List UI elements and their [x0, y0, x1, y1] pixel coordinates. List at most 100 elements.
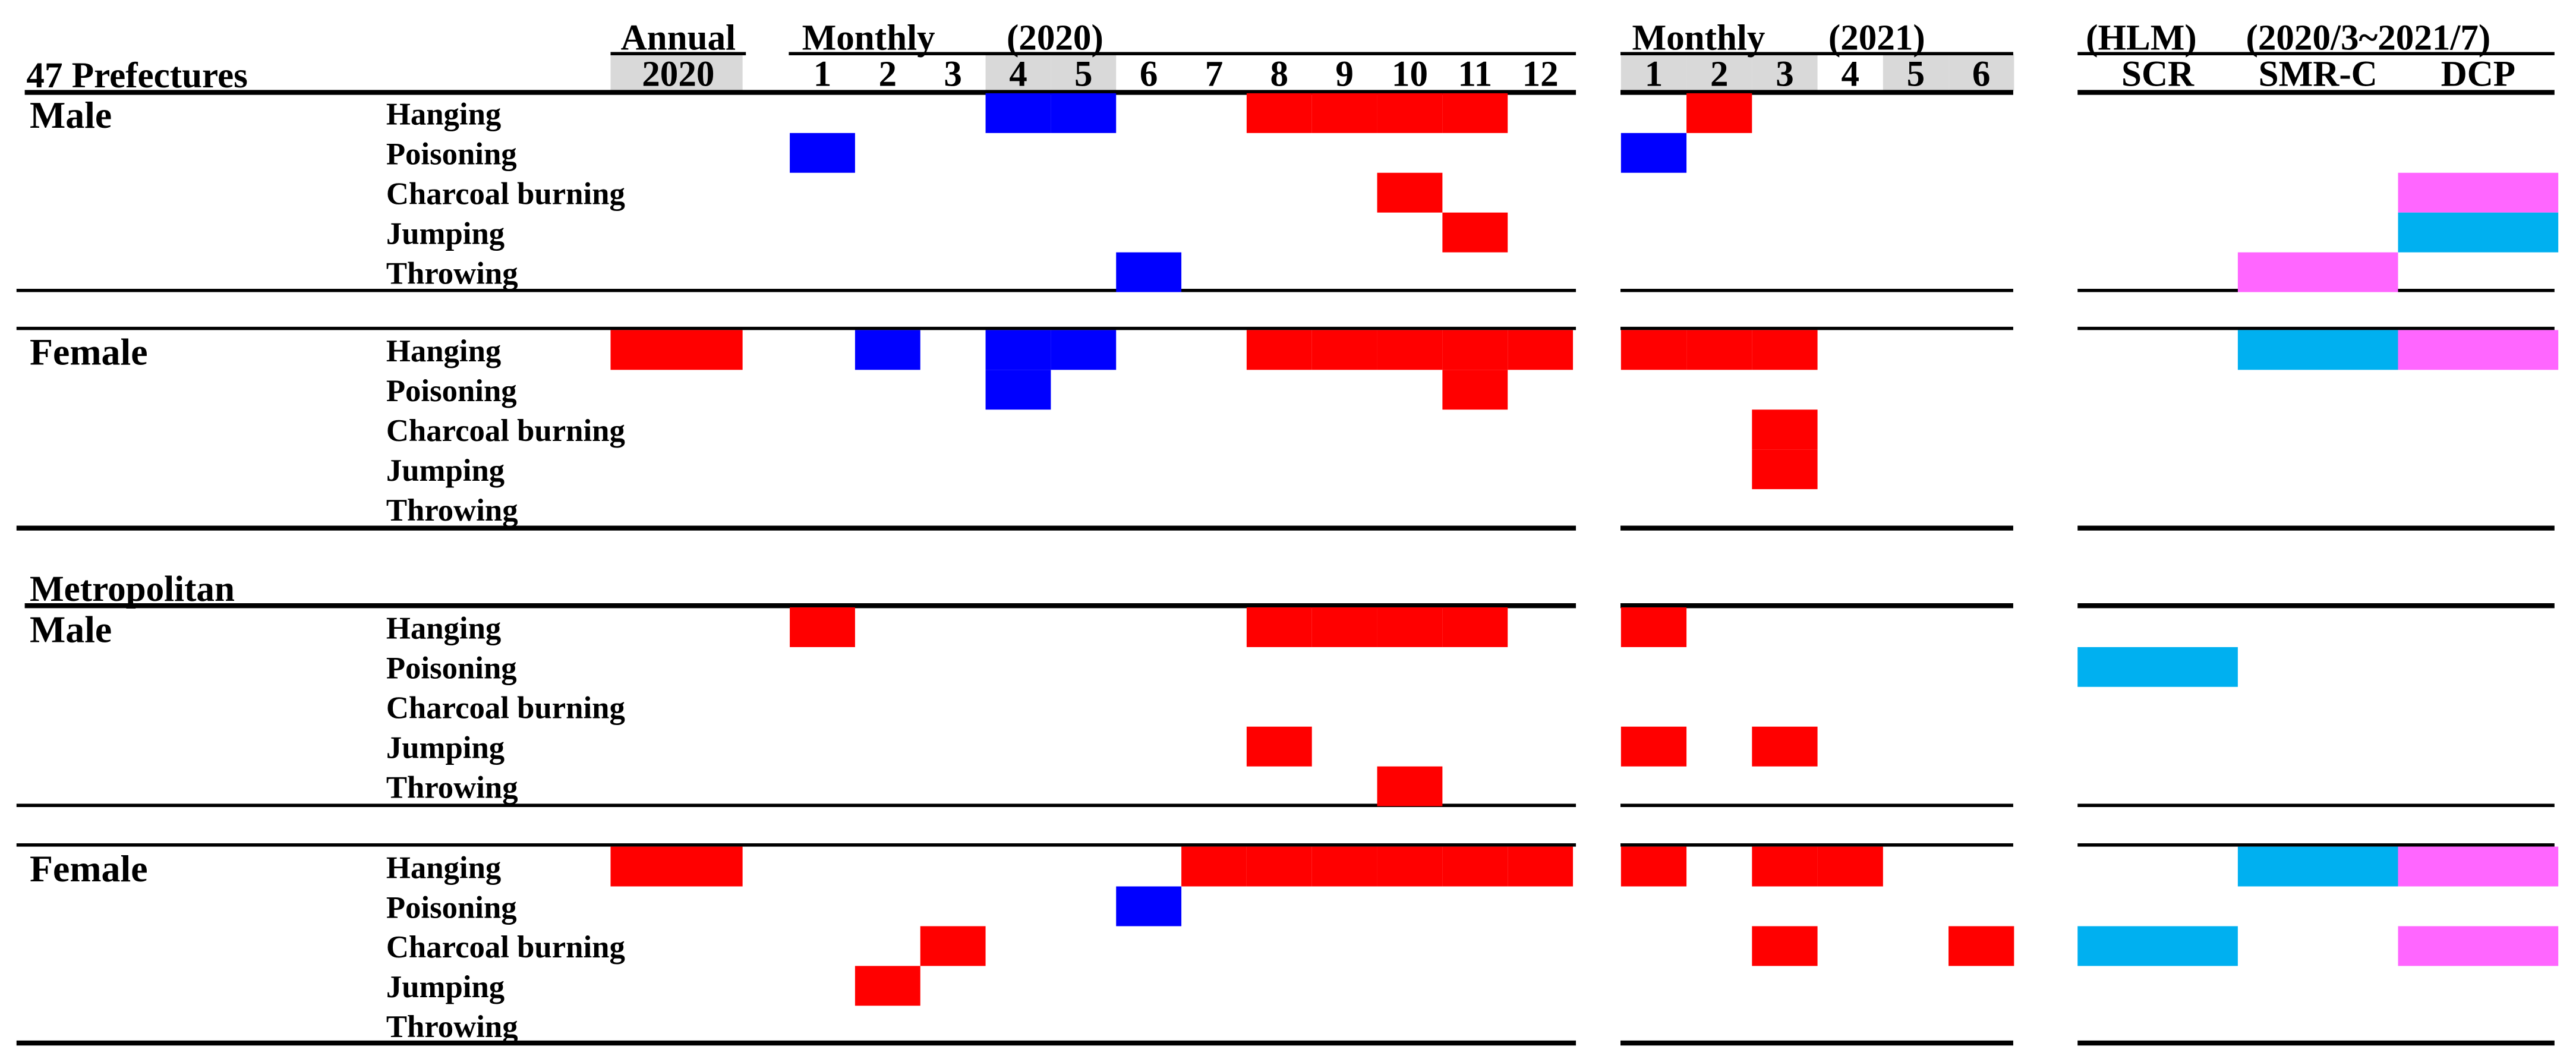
annual-header-shade: [610, 54, 743, 91]
month-2020-cell: [1442, 93, 1508, 133]
month-2021-tick-label: 2: [1710, 54, 1729, 94]
month-2020-cell: [1246, 726, 1312, 767]
annual-label: Annual: [621, 18, 736, 58]
month-2020-cell: [1442, 212, 1508, 253]
method-label: Charcoal burning: [386, 930, 625, 965]
month-2020-cell: [1377, 172, 1443, 213]
method-label: Hanging: [386, 612, 502, 646]
month-2020-cell: [1051, 330, 1117, 370]
hlm-cell: [2237, 252, 2398, 292]
method-label: Charcoal burning: [386, 177, 625, 212]
hlm-cell: [2398, 846, 2559, 887]
month-2020-cell: [1246, 846, 1312, 887]
month-2021-cell: [1817, 846, 1883, 887]
method-label: Poisoning: [386, 137, 517, 172]
month-2021-cell: [1620, 607, 1687, 647]
method-label: Poisoning: [386, 890, 517, 925]
method-label: Poisoning: [386, 651, 517, 686]
month-2021-cell: [1752, 449, 1818, 490]
month-2021-tick-label: 4: [1841, 54, 1859, 94]
month-2020-cell: [1311, 607, 1377, 647]
annual-cell: [610, 330, 743, 370]
month-2020-tick-label: 3: [944, 54, 962, 94]
month-2020-cell: [1246, 93, 1312, 133]
month-2021-cell: [1686, 93, 1752, 133]
method-label: Hanging: [386, 334, 502, 368]
sex-label: Male: [30, 608, 112, 650]
month-2020-cell: [1442, 330, 1508, 370]
month-2020-cell: [1116, 886, 1182, 927]
method-label: Jumping: [386, 216, 505, 251]
method-label: Jumping: [386, 970, 505, 1004]
month-2020-cell: [1442, 607, 1508, 647]
month-2020-cell: [1442, 370, 1508, 410]
month-2020-cell: [920, 926, 986, 966]
month-2020-tick-label: 11: [1458, 54, 1492, 94]
month2021-header-shade: [1686, 54, 1752, 91]
sex-label: Female: [30, 331, 148, 373]
hlm-cell: [2398, 172, 2559, 213]
month2021-header-shade: [1620, 54, 1687, 91]
month-2020-cell: [855, 330, 920, 370]
month-2020-cell: [1377, 330, 1443, 370]
month-2020-cell: [1508, 846, 1574, 887]
month-2021-tick-label: 5: [1907, 54, 1925, 94]
month-2020-tick-label: 12: [1522, 54, 1559, 94]
hlm-cell: [2237, 330, 2398, 370]
method-label: Throwing: [386, 1010, 518, 1044]
month-2020-cell: [1311, 846, 1377, 887]
month-2020-tick-label: 4: [1009, 54, 1027, 94]
month-2020-cell: [790, 607, 855, 647]
month-2021-cell: [1620, 726, 1687, 767]
sex-label: Female: [30, 847, 148, 890]
month-2020-cell: [1377, 846, 1443, 887]
method-label: Jumping: [386, 730, 505, 765]
month-2020-cell: [790, 133, 855, 173]
month-2020-tick-label: 2: [879, 54, 897, 94]
month-2020-tick-label: 8: [1270, 54, 1289, 94]
hlm-cell: [2398, 330, 2559, 370]
month-2020-cell: [1246, 330, 1312, 370]
month-2021-cell: [1620, 846, 1687, 887]
month-2020-cell: [1116, 252, 1182, 292]
method-label: Poisoning: [386, 374, 517, 408]
month-2021-cell: [1752, 726, 1818, 767]
month2020-header-shade: [1051, 54, 1117, 91]
month-2020-cell: [1181, 846, 1247, 887]
month-2021-tick-label: 1: [1645, 54, 1663, 94]
hlm-column-label: SMR-C: [2259, 54, 2378, 94]
month-2020-cell: [1311, 93, 1377, 133]
month-2021-cell: [1752, 409, 1818, 450]
month-2021-cell: [1752, 330, 1818, 370]
month-2021-cell: [1948, 926, 2014, 966]
annual-cell: [610, 846, 743, 887]
month-2020-tick-label: 7: [1205, 54, 1224, 94]
month2021-header-shade: [1883, 54, 1949, 91]
month-2020-cell: [1377, 607, 1443, 647]
monthly-2020-year: (2020): [1007, 18, 1103, 58]
month-2020-cell: [985, 370, 1051, 410]
month-2020-cell: [1377, 766, 1443, 806]
method-label: Hanging: [386, 97, 502, 132]
month-2021-cell: [1686, 330, 1752, 370]
monthly-2020-label: Monthly: [802, 18, 935, 58]
month-2020-tick-label: 10: [1392, 54, 1428, 94]
method-label: Throwing: [386, 256, 518, 291]
row-title-header: 47 Prefectures: [26, 56, 248, 96]
month-2021-tick-label: 6: [1972, 54, 1991, 94]
month2020-header-shade: [985, 54, 1051, 91]
method-label: Throwing: [386, 493, 518, 528]
monthly-2021-label: Monthly: [1632, 18, 1765, 58]
region-label: Metropolitan: [30, 569, 235, 609]
method-label: Hanging: [386, 850, 502, 885]
month-2020-cell: [1508, 330, 1574, 370]
month-2021-cell: [1752, 846, 1818, 887]
month-2020-tick-label: 9: [1335, 54, 1354, 94]
month-2020-cell: [1442, 846, 1508, 887]
hlm-cell: [2398, 926, 2559, 966]
month-2020-tick-label: 5: [1074, 54, 1093, 94]
hlm-cell: [2077, 926, 2238, 966]
hlm-cell: [2077, 647, 2238, 687]
method-label: Throwing: [386, 770, 518, 805]
